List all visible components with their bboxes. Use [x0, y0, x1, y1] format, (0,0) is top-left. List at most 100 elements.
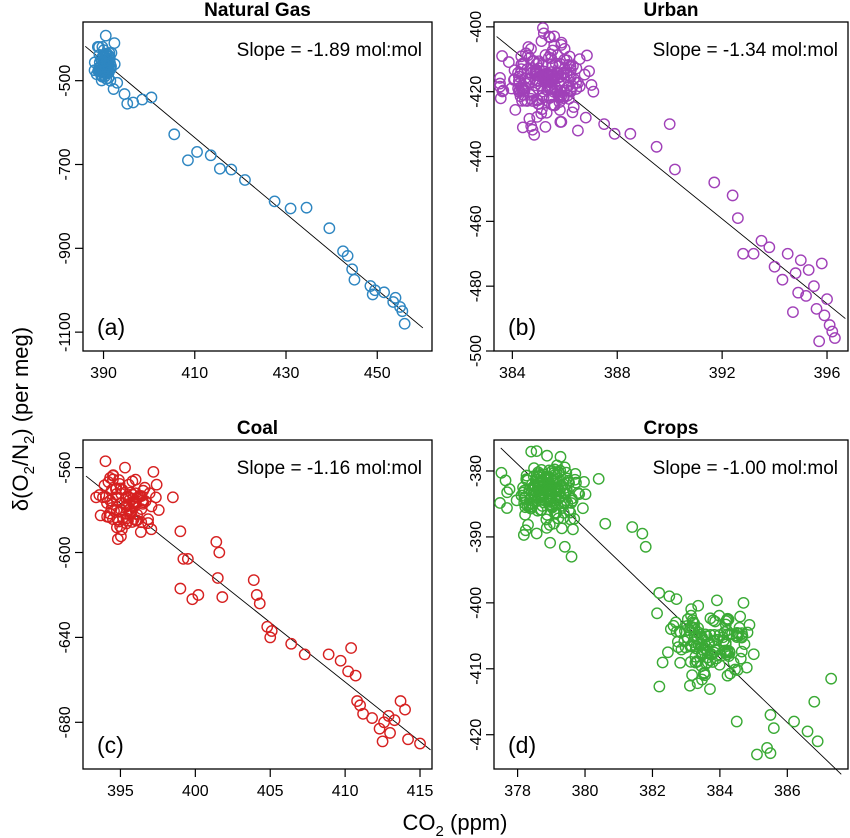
x-tick-label: 410 — [332, 783, 359, 800]
slope-annotation: Slope = -1.89 mol:mol — [237, 40, 422, 61]
data-point — [663, 118, 676, 131]
data-point — [520, 473, 533, 486]
data-point — [811, 735, 824, 748]
data-point — [99, 29, 112, 42]
panel-label: (b) — [508, 314, 536, 340]
data-point — [177, 552, 190, 565]
data-point — [527, 65, 540, 78]
data-point — [531, 94, 544, 107]
data-point — [502, 56, 515, 68]
x-axis-title: CO2 (ppm) — [403, 810, 508, 838]
data-point — [186, 593, 199, 606]
data-point — [521, 474, 534, 487]
data-point — [508, 64, 521, 77]
panels: Natural Gas 390 410 430 450 -500 -700 -900 -1100… — [57, 0, 849, 800]
data-point — [737, 247, 750, 260]
data-point — [540, 521, 553, 534]
data-point — [523, 112, 536, 125]
data-point — [541, 449, 553, 462]
data-point — [542, 51, 555, 64]
slope-annotation: Slope = -1.00 mol:mol — [653, 458, 838, 479]
data-point — [800, 289, 812, 302]
data-point — [671, 635, 684, 648]
data-point — [747, 247, 760, 260]
data-point — [802, 264, 815, 276]
data-point — [708, 176, 721, 189]
data-point — [519, 524, 532, 537]
data-point — [579, 488, 592, 501]
data-point — [112, 474, 125, 486]
y-tick-label: -900 — [57, 232, 74, 264]
data-point — [544, 471, 557, 484]
data-point — [182, 154, 194, 167]
data-point — [348, 273, 361, 286]
data-point — [549, 84, 562, 97]
data-point — [523, 486, 535, 499]
data-point — [389, 291, 402, 304]
data-point — [143, 487, 156, 500]
data-point — [701, 651, 714, 664]
panel-a: Natural Gas 390 410 430 450 -500 -700 -900 -1100… — [57, 0, 433, 382]
data-point — [97, 55, 110, 68]
data-point — [97, 64, 110, 77]
x-tick-label: 405 — [257, 783, 284, 800]
data-point — [530, 445, 543, 457]
data-point — [743, 618, 756, 631]
data-point — [525, 445, 538, 458]
x-tick-label: 378 — [504, 783, 531, 800]
x-tick-label: 384 — [707, 783, 734, 800]
y-tick-label: -440 — [468, 140, 485, 172]
data-point — [494, 497, 506, 509]
y-tick-label: -560 — [57, 451, 74, 483]
data-point — [563, 476, 575, 489]
data-point — [522, 49, 534, 62]
data-point — [108, 37, 121, 49]
data-point — [721, 669, 734, 682]
data-point — [145, 91, 158, 104]
data-point — [345, 642, 358, 654]
x-tick-label: 410 — [181, 365, 208, 382]
panel-title: Natural Gas — [204, 0, 311, 21]
y-tick-label: -500 — [468, 335, 485, 367]
data-point — [808, 695, 821, 708]
data-point — [545, 484, 557, 497]
data-point — [94, 509, 107, 522]
y-tick-label: -420 — [468, 719, 485, 751]
data-point — [669, 163, 681, 176]
data-point — [503, 483, 516, 496]
y-tick-label: -1100 — [57, 312, 74, 352]
data-point — [557, 67, 570, 80]
y-tick-label: -500 — [57, 65, 74, 97]
data-point — [366, 712, 378, 724]
data-point — [818, 309, 831, 322]
data-point — [704, 683, 716, 696]
panel-b: Urban 384 388 392 396 -400 -420 -440 -460 -480 -50… — [468, 0, 849, 382]
data-point — [549, 506, 561, 519]
data-point — [497, 84, 510, 97]
data-point — [557, 512, 570, 525]
x-tick-label: 388 — [604, 365, 631, 382]
data-point — [565, 492, 578, 505]
data-point — [810, 302, 823, 315]
data-point — [650, 140, 663, 153]
x-tick-label: 386 — [774, 783, 801, 800]
data-point — [674, 656, 687, 669]
data-point — [253, 597, 266, 610]
data-point — [213, 546, 226, 559]
data-point — [111, 76, 124, 89]
data-point — [354, 699, 367, 712]
x-tick-label: 390 — [90, 365, 117, 382]
data-point — [414, 737, 426, 750]
data-point — [523, 52, 536, 65]
data-point — [166, 491, 179, 504]
data-point — [126, 475, 139, 488]
data-point — [734, 610, 747, 623]
data-point — [494, 77, 506, 90]
data-point — [624, 127, 637, 140]
data-point — [114, 503, 127, 516]
data-point — [801, 725, 814, 738]
data-point — [787, 306, 799, 319]
x-tick-label: 395 — [107, 783, 134, 800]
data-point — [540, 67, 553, 80]
